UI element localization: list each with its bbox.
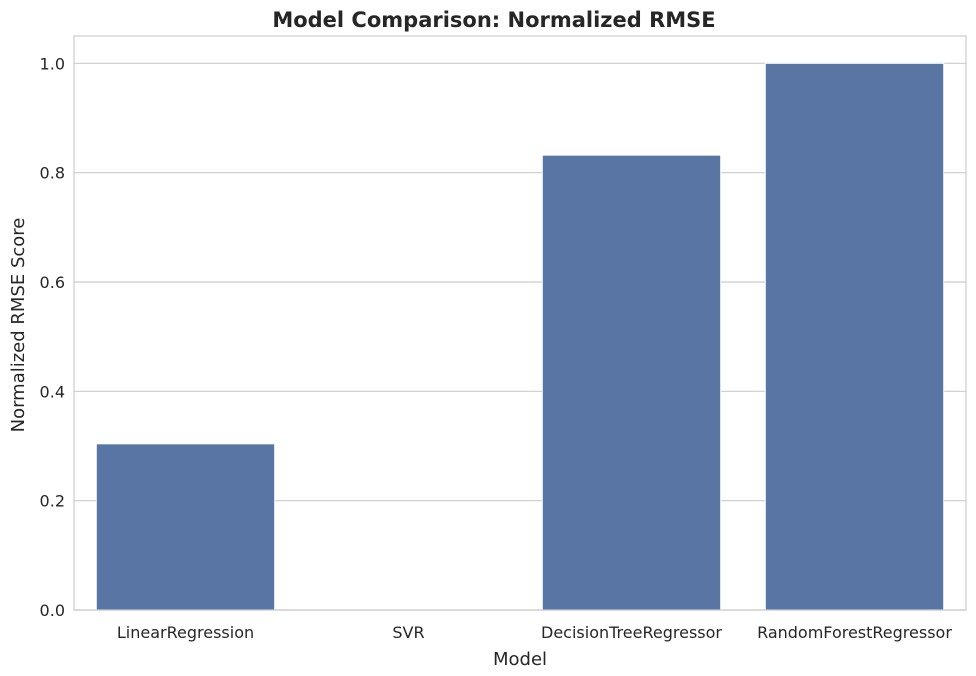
x-tick-label: SVR xyxy=(392,623,424,642)
x-tick-labels: LinearRegression SVR DecisionTreeRegressor… xyxy=(117,623,952,642)
y-tick-label: 0.8 xyxy=(40,164,65,183)
y-tick-label: 1.0 xyxy=(40,54,65,73)
y-axis-label: Normalized RMSE Score xyxy=(8,218,29,433)
plot-frame xyxy=(73,35,967,611)
chart-title: Model Comparison: Normalized RMSE xyxy=(272,8,715,32)
y-tick-label: 0.2 xyxy=(40,492,65,511)
x-tick-label: RandomForestRegressor xyxy=(757,623,952,642)
y-tick-label: 0.4 xyxy=(40,382,65,401)
y-tick-label: 0.6 xyxy=(40,273,65,292)
bars xyxy=(95,62,945,611)
bar-DecisionTreeRegressor xyxy=(541,154,722,611)
bar-RandomForestRegressor xyxy=(764,62,945,611)
x-axis-label: Model xyxy=(493,649,547,670)
x-tick-label: LinearRegression xyxy=(117,623,254,642)
x-tick-label: DecisionTreeRegressor xyxy=(541,623,722,642)
bar-LinearRegression xyxy=(95,443,276,611)
y-tick-label: 0.0 xyxy=(40,601,65,620)
y-tick-labels: 0.0 0.2 0.4 0.6 0.8 1.0 xyxy=(40,54,65,620)
